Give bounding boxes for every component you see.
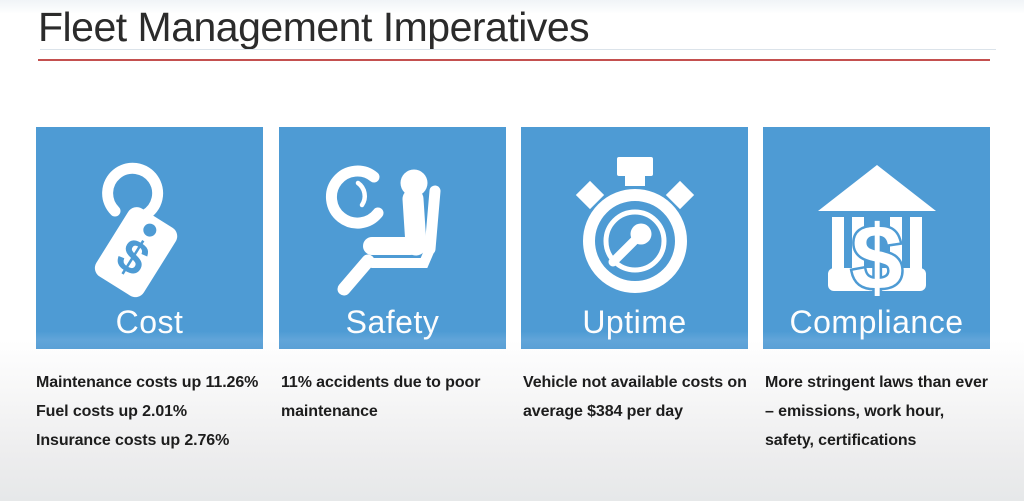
desc-line: Maintenance costs up 11.26% xyxy=(36,374,259,391)
tile-safety: Safety xyxy=(279,127,506,349)
desc-line: average $384 per day xyxy=(523,403,683,420)
tile-label-safety: Safety xyxy=(345,304,440,340)
bank-dollar-glyph: $ xyxy=(851,207,902,299)
tile-compliance: $ Compliance xyxy=(763,127,990,349)
desc-line: Insurance costs up 2.76% xyxy=(36,432,230,449)
desc-line: Fuel costs up 2.01% xyxy=(36,403,188,420)
desc-uptime: Vehicle not available costs on average $… xyxy=(523,368,775,426)
tile-label-cost: Cost xyxy=(115,304,184,340)
desc-safety: 11% accidents due to poor maintenance xyxy=(281,368,533,426)
tile-label-compliance: Compliance xyxy=(789,304,964,340)
desc-line: maintenance xyxy=(281,403,378,420)
tile-cost: $ Cost xyxy=(36,127,263,349)
car-seat-icon xyxy=(325,165,440,296)
desc-cost: Maintenance costs up 11.26% Fuel costs u… xyxy=(36,368,288,455)
title-underline xyxy=(38,59,990,61)
stopwatch-icon xyxy=(575,157,694,293)
desc-line: 11% accidents due to poor xyxy=(281,374,481,391)
desc-line: More stringent laws than ever xyxy=(765,374,988,391)
tile-label-uptime: Uptime xyxy=(582,304,687,340)
title-faint-rule xyxy=(40,49,996,50)
tile-uptime: Uptime xyxy=(521,127,748,349)
desc-compliance: More stringent laws than ever – emission… xyxy=(765,368,1017,455)
bank-icon: $ xyxy=(817,165,936,299)
page-title: Fleet Management Imperatives xyxy=(38,4,590,50)
price-tag-icon: $ xyxy=(94,162,177,298)
desc-line: Vehicle not available costs on xyxy=(523,374,747,391)
desc-line: – emissions, work hour, xyxy=(765,403,945,420)
desc-line: safety, certifications xyxy=(765,432,917,449)
